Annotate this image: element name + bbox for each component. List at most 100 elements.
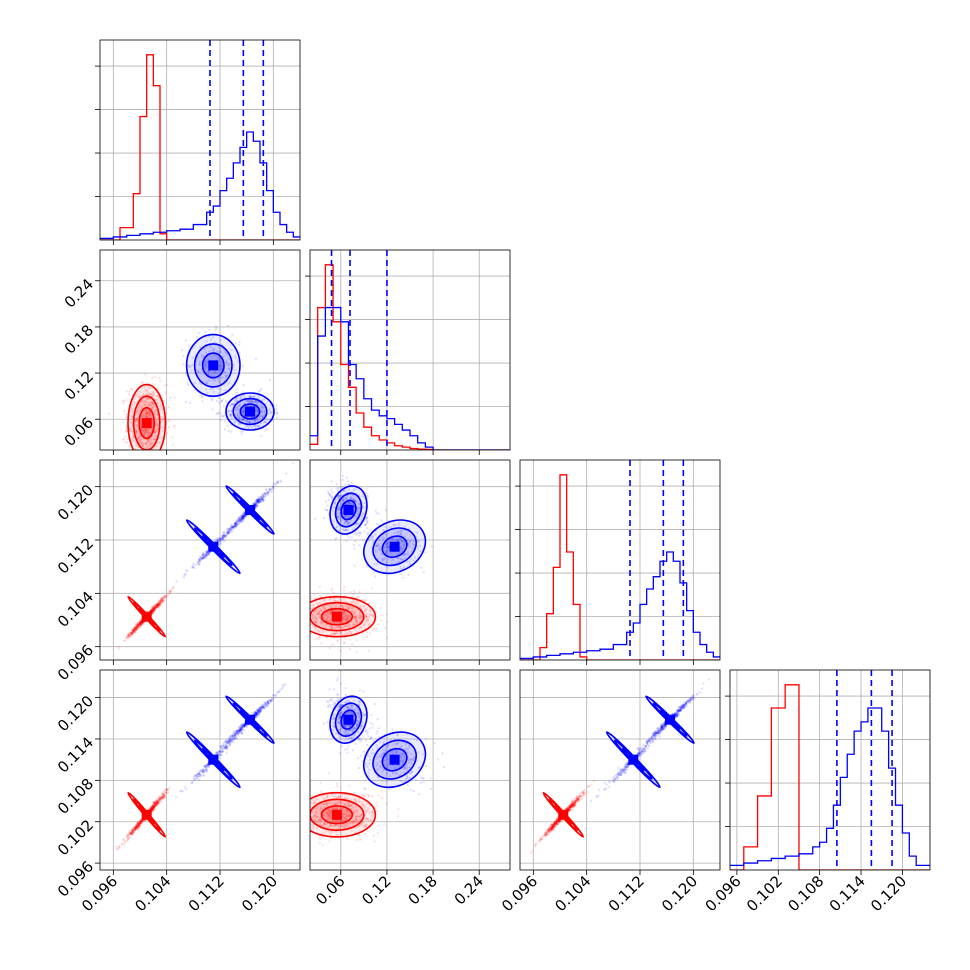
scatter-point <box>130 430 134 433</box>
scatter-point <box>236 523 239 526</box>
scatter-point <box>202 356 205 359</box>
scatter-point <box>123 840 126 843</box>
scatter-point <box>256 409 259 412</box>
scatter-point <box>156 413 159 416</box>
scatter-point <box>152 806 155 809</box>
scatter-point <box>162 599 165 602</box>
scatter-point <box>136 626 139 629</box>
scatter-point <box>131 628 135 631</box>
scatter-point <box>238 522 241 526</box>
scatter-point <box>338 508 341 511</box>
scatter-point <box>166 432 169 435</box>
scatter-point <box>152 607 155 611</box>
scatter-point <box>352 600 355 604</box>
scatter-point <box>152 804 155 807</box>
scatter-point <box>337 509 340 512</box>
scatter-point <box>150 407 153 410</box>
scatter-point <box>257 498 260 501</box>
scatter-point <box>341 618 344 621</box>
scatter-point <box>241 518 244 521</box>
scatter-point <box>152 438 155 441</box>
scatter-point <box>263 411 266 414</box>
scatter-point <box>141 623 144 626</box>
scatter-point <box>157 801 160 804</box>
scatter-point <box>145 412 148 415</box>
scatter-point <box>324 508 327 511</box>
scatter-point <box>364 613 367 616</box>
scatter-point <box>152 383 155 386</box>
scatter-point <box>144 442 147 445</box>
scatter-point <box>215 399 219 403</box>
scatter-point <box>155 604 158 607</box>
scatter-point <box>203 556 206 560</box>
scatter-point <box>347 617 350 620</box>
scatter-point <box>131 831 134 834</box>
scatter-point <box>399 537 402 541</box>
scatter-point <box>242 516 245 519</box>
scatter-point <box>338 525 341 528</box>
scatter-point <box>371 535 374 538</box>
scatter-point <box>156 603 159 606</box>
scatter-point <box>138 620 141 623</box>
scatter-point <box>155 801 158 804</box>
y-tick-label: 0.18 <box>61 321 97 357</box>
scatter-point <box>216 538 219 541</box>
scatter-point <box>158 798 161 801</box>
scatter-point <box>165 788 168 792</box>
scatter-point <box>343 632 346 636</box>
scatter-point <box>138 820 141 824</box>
scatter-point <box>353 623 356 626</box>
scatter-point <box>202 555 205 559</box>
scatter-point <box>144 373 147 376</box>
scatter-point <box>152 806 155 809</box>
scatter-point <box>367 619 370 622</box>
scatter-point <box>139 822 142 825</box>
scatter-point <box>258 497 262 500</box>
scatter-point <box>161 795 164 798</box>
scatter-point <box>151 809 154 812</box>
scatter-point <box>353 615 356 618</box>
scatter-point <box>239 518 242 521</box>
scatter-point <box>233 524 237 528</box>
scatter-point <box>340 604 343 608</box>
scatter-point <box>357 506 360 509</box>
scatter-point <box>205 551 208 554</box>
scatter-point <box>167 788 170 792</box>
scatter-point <box>203 556 206 559</box>
scatter-point <box>363 609 367 613</box>
panel-2-0-content <box>100 460 300 660</box>
scatter-point <box>243 413 246 416</box>
scatter-point <box>133 629 136 633</box>
scatter-point <box>277 479 280 483</box>
scatter-point <box>154 803 157 807</box>
scatter-point <box>264 492 267 495</box>
scatter-point <box>131 438 135 441</box>
scatter-point <box>153 605 156 609</box>
scatter-point <box>353 611 356 615</box>
scatter-point <box>347 522 350 526</box>
scatter-point <box>345 624 348 627</box>
scatter-point <box>133 627 136 631</box>
scatter-point <box>242 410 246 413</box>
scatter-point <box>130 832 133 836</box>
scatter-point <box>325 623 328 626</box>
scatter-point <box>202 553 205 556</box>
scatter-series-0 <box>115 786 171 851</box>
scatter-point <box>199 557 202 560</box>
scatter-point <box>350 503 353 506</box>
scatter-point <box>357 512 360 516</box>
scatter-point <box>209 345 212 348</box>
scatter-point <box>344 503 348 506</box>
scatter-point <box>327 490 330 493</box>
scatter-point <box>150 806 153 809</box>
scatter-point <box>139 822 142 826</box>
scatter-point <box>206 553 209 557</box>
scatter-point <box>208 350 211 353</box>
scatter-point <box>130 410 133 413</box>
scatter-point <box>158 797 161 801</box>
scatter-point <box>401 558 404 561</box>
scatter-point <box>107 412 111 416</box>
scatter-point <box>140 621 144 624</box>
scatter-point <box>343 529 346 532</box>
scatter-point <box>131 831 134 834</box>
